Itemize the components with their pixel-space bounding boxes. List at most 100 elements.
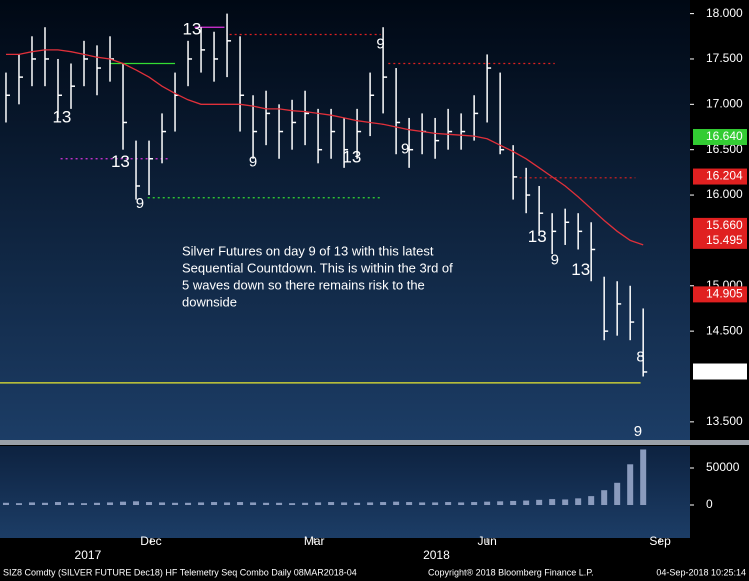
y-tick-label: 0 bbox=[706, 497, 713, 511]
y-tick-label: 16.500 bbox=[706, 142, 743, 156]
price-tag-label: 16.640 bbox=[706, 129, 743, 143]
volume-bar bbox=[107, 502, 114, 506]
volume-bar bbox=[120, 501, 127, 506]
volume-bar bbox=[289, 503, 296, 506]
volume-bar bbox=[68, 502, 75, 506]
volume-bar bbox=[406, 502, 413, 506]
volume-bar bbox=[41, 502, 48, 506]
y-tick-label: 17.500 bbox=[706, 51, 743, 65]
volume-bar bbox=[354, 502, 361, 506]
volume-bar bbox=[81, 503, 88, 506]
x-tick-label: Sep bbox=[649, 534, 671, 548]
volume-panel bbox=[0, 446, 690, 538]
volume-bar bbox=[497, 501, 504, 506]
price-tag bbox=[693, 168, 747, 185]
annotation-line: 5 waves down so there remains risk to th… bbox=[182, 277, 425, 292]
volume-bar bbox=[575, 498, 582, 506]
volume-bar bbox=[328, 502, 335, 506]
volume-bar bbox=[94, 502, 101, 506]
volume-bar bbox=[380, 502, 387, 506]
td-label: 13 bbox=[182, 19, 201, 38]
td-label: 9 bbox=[136, 195, 144, 212]
footer-left: SIZ8 Comdty (SILVER FUTURE Dec18) HF Tel… bbox=[3, 567, 357, 577]
panel-divider bbox=[0, 440, 749, 445]
volume-bar bbox=[159, 502, 166, 506]
y-tick-label: 17.000 bbox=[706, 97, 743, 111]
volume-bar bbox=[549, 499, 556, 506]
volume-bar bbox=[276, 502, 283, 506]
x-year-label: 2017 bbox=[75, 548, 102, 562]
volume-bar bbox=[172, 502, 179, 506]
y-tick-label: 18.000 bbox=[706, 6, 743, 20]
volume-bar bbox=[367, 502, 374, 506]
td-label: 13 bbox=[111, 152, 130, 171]
volume-bar bbox=[146, 502, 153, 506]
x-tick-label: Dec bbox=[140, 534, 161, 548]
volume-bar bbox=[536, 499, 543, 506]
x-tick-label: Jun bbox=[477, 534, 496, 548]
volume-bar bbox=[471, 502, 478, 506]
volume-bar bbox=[484, 501, 491, 506]
annotation-line: Sequential Countdown. This is within the… bbox=[182, 260, 453, 275]
x-tick-label: Mar bbox=[304, 534, 325, 548]
volume-bar bbox=[432, 502, 439, 506]
volume-bar bbox=[263, 502, 270, 506]
td-label: 9 bbox=[551, 251, 559, 268]
y-tick-label: 14.500 bbox=[706, 323, 743, 337]
td-label: 9 bbox=[249, 153, 257, 170]
volume-bar bbox=[627, 464, 634, 506]
price-panel bbox=[0, 0, 690, 440]
moving-average bbox=[6, 49, 644, 246]
volume-bar bbox=[523, 500, 530, 506]
price-tag bbox=[693, 217, 747, 234]
volume-bar bbox=[562, 499, 569, 506]
td-label: 13 bbox=[52, 107, 71, 126]
td-label: 13 bbox=[342, 147, 361, 166]
volume-bar bbox=[419, 502, 426, 506]
volume-bar bbox=[458, 502, 465, 506]
td-label: 13 bbox=[528, 227, 547, 246]
volume-bar bbox=[614, 482, 621, 506]
footer-center: Copyright® 2018 Bloomberg Finance L.P. bbox=[428, 567, 594, 577]
volume-bar bbox=[510, 500, 517, 506]
volume-bar bbox=[2, 502, 9, 506]
price-tag-label: 14.905 bbox=[706, 287, 743, 301]
volume-bar bbox=[28, 502, 35, 506]
volume-bar bbox=[198, 502, 205, 506]
td-label: 9 bbox=[634, 423, 642, 440]
annotation-line: downside bbox=[182, 294, 237, 309]
td-label: 9 bbox=[401, 141, 409, 158]
price-tag-label: 15.495 bbox=[706, 233, 743, 247]
volume-bar bbox=[250, 502, 257, 506]
volume-bar bbox=[393, 501, 400, 506]
x-year-label: 2018 bbox=[423, 548, 450, 562]
price-tag bbox=[693, 363, 747, 380]
td-label: 8 bbox=[636, 348, 644, 365]
price-tag-label: 14.055 bbox=[706, 364, 743, 378]
volume-bar bbox=[54, 502, 61, 506]
price-tag-label: 15.660 bbox=[706, 218, 743, 232]
volume-bar bbox=[224, 502, 231, 506]
volume-bar bbox=[341, 502, 348, 506]
volume-bar bbox=[601, 490, 608, 506]
annotation-line: Silver Futures on day 9 of 13 with this … bbox=[182, 243, 434, 258]
volume-bar bbox=[315, 502, 322, 506]
volume-bar bbox=[588, 496, 595, 506]
y-tick-label: 13.500 bbox=[706, 414, 743, 428]
price-tag bbox=[693, 286, 747, 303]
price-tag bbox=[693, 128, 747, 145]
volume-bar bbox=[302, 502, 309, 506]
volume-bar bbox=[133, 501, 140, 506]
volume-bar bbox=[445, 502, 452, 506]
volume-bar bbox=[15, 503, 22, 506]
volume-bar bbox=[237, 502, 244, 506]
volume-bar bbox=[185, 502, 192, 506]
y-tick-label: 50000 bbox=[706, 460, 740, 474]
price-tag bbox=[693, 232, 747, 249]
y-tick-label: 16.000 bbox=[706, 187, 743, 201]
td-label: 9 bbox=[376, 35, 384, 52]
td-label: 13 bbox=[571, 260, 590, 279]
price-tag-label: 16.204 bbox=[706, 169, 743, 183]
volume-bar bbox=[640, 449, 647, 506]
